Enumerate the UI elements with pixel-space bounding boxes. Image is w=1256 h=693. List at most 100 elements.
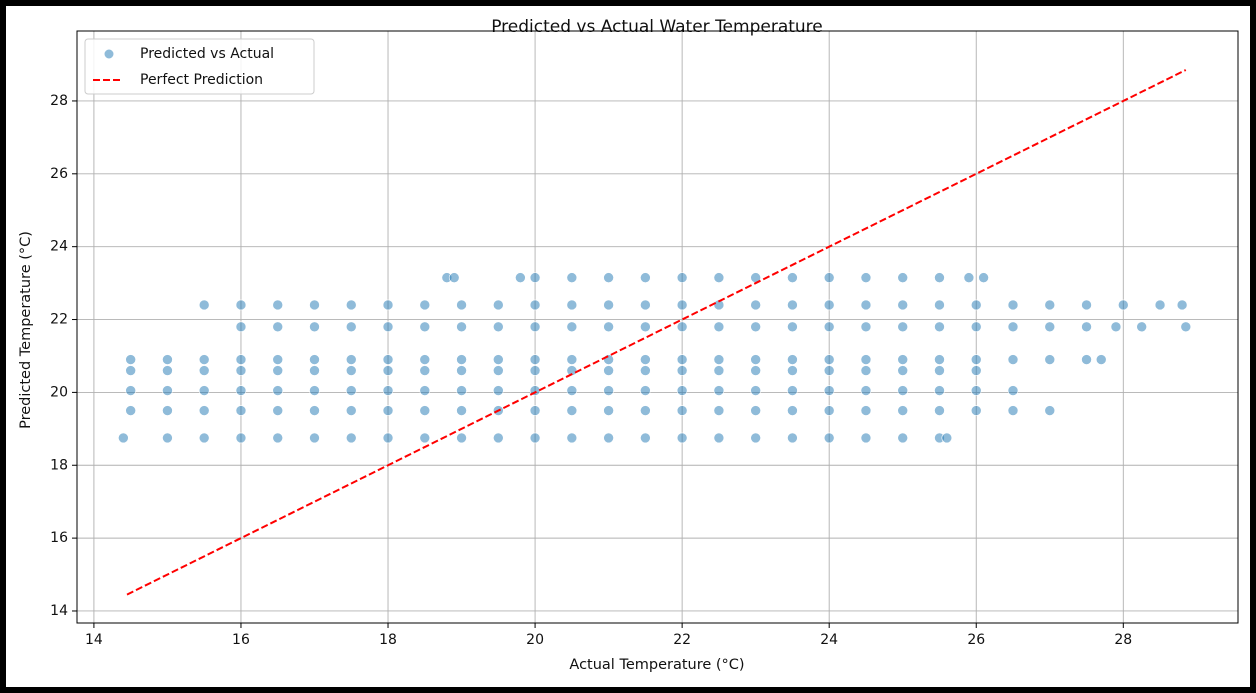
line — [126, 69, 1187, 596]
legend-marker — [103, 48, 115, 60]
scatter-point — [823, 321, 835, 333]
scatter-point — [897, 432, 909, 444]
scatter-point — [970, 365, 982, 376]
scatter-point — [603, 405, 614, 416]
scatter-point — [1081, 354, 1092, 365]
scatter-point — [345, 299, 357, 311]
scatter-point — [897, 272, 909, 283]
scatter-point — [456, 354, 467, 365]
scatter-point — [529, 354, 541, 365]
scatter-point — [676, 299, 688, 311]
scatter-point — [603, 299, 614, 311]
x-tick-label: 24 — [820, 632, 838, 648]
scatter-point — [345, 385, 357, 396]
scatter-point — [970, 321, 982, 333]
scatter-point — [1180, 321, 1192, 333]
scatter-point — [382, 365, 394, 376]
scatter-point — [897, 365, 909, 376]
y-tick-label: 22 — [50, 312, 68, 328]
scatter-point — [676, 385, 688, 396]
scatter-point — [529, 272, 541, 283]
scatter-point — [860, 299, 872, 311]
scatter-point — [941, 432, 953, 444]
scatter-point — [713, 272, 725, 283]
scatter-point — [515, 272, 526, 283]
scatter-point — [1044, 405, 1056, 416]
scatter-point — [1176, 299, 1188, 311]
scatter-point — [970, 405, 982, 416]
scatter-point — [1136, 321, 1147, 333]
scatter-point — [309, 432, 320, 444]
scatter-point — [566, 321, 578, 333]
scatter-point — [162, 405, 173, 416]
scatter-point — [603, 272, 614, 283]
y-tick-label: 20 — [50, 384, 68, 400]
scatter-point — [713, 321, 725, 333]
scatter-point — [676, 405, 688, 416]
scatter-point — [1081, 299, 1092, 311]
scatter-point — [750, 385, 761, 396]
scatter-point — [198, 405, 210, 416]
scatter-point — [787, 405, 798, 416]
scatter-point — [272, 385, 284, 396]
scatter-point — [493, 385, 504, 396]
scatter-point — [125, 405, 136, 416]
scatter-point — [566, 365, 578, 376]
scatter-point — [162, 432, 173, 444]
scatter-point — [750, 299, 761, 311]
scatter-point — [345, 365, 357, 376]
scatter-point — [640, 272, 651, 283]
scatter-point — [934, 272, 945, 283]
scatter-point — [787, 432, 798, 444]
scatter-point — [272, 405, 284, 416]
scatter-point — [640, 354, 651, 365]
scatter-point — [1154, 299, 1166, 311]
scatter-point — [198, 354, 210, 365]
scatter-point — [235, 405, 247, 416]
scatter-point — [493, 321, 504, 333]
scatter-point — [750, 365, 761, 376]
scatter-point — [823, 299, 835, 311]
legend-box — [84, 38, 315, 95]
scatter-point — [934, 321, 945, 333]
x-tick-label: 28 — [1114, 632, 1132, 648]
scatter-point — [860, 354, 872, 365]
scatter-point — [787, 272, 798, 283]
scatter-point — [272, 321, 284, 333]
scatter-point — [566, 299, 578, 311]
scatter-point — [934, 299, 945, 311]
scatter-point — [1044, 354, 1056, 365]
y-tick-label: 26 — [50, 166, 68, 182]
scatter-point — [1007, 385, 1019, 396]
scatter-point — [162, 354, 173, 365]
scatter-point — [419, 432, 431, 444]
scatter-point — [823, 385, 835, 396]
scatter-point — [382, 405, 394, 416]
scatter-point — [1007, 405, 1019, 416]
chart-title: Predicted vs Actual Water Temperature — [491, 17, 823, 37]
scatter-point — [309, 321, 320, 333]
scatter-point — [125, 385, 136, 396]
scatter-point — [529, 299, 541, 311]
scatter-point — [713, 432, 725, 444]
scatter-point — [529, 365, 541, 376]
scatter-point — [1044, 321, 1056, 333]
scatter-point — [934, 385, 945, 396]
x-tick-label: 22 — [673, 632, 691, 648]
scatter-point — [640, 385, 651, 396]
scatter-point — [750, 354, 761, 365]
scatter-point — [272, 299, 284, 311]
scatter-point — [860, 321, 872, 333]
scatter-point — [713, 385, 725, 396]
scatter-point — [860, 272, 872, 283]
scatter-point — [566, 405, 578, 416]
scatter-point — [456, 432, 467, 444]
scatter-point — [640, 365, 651, 376]
scatter-point — [198, 299, 210, 311]
scatter-point — [529, 321, 541, 333]
scatter-point — [897, 321, 909, 333]
scatter-point — [493, 299, 504, 311]
scatter-point — [860, 405, 872, 416]
scatter-point — [419, 405, 431, 416]
y-tick-label: 18 — [50, 457, 68, 473]
